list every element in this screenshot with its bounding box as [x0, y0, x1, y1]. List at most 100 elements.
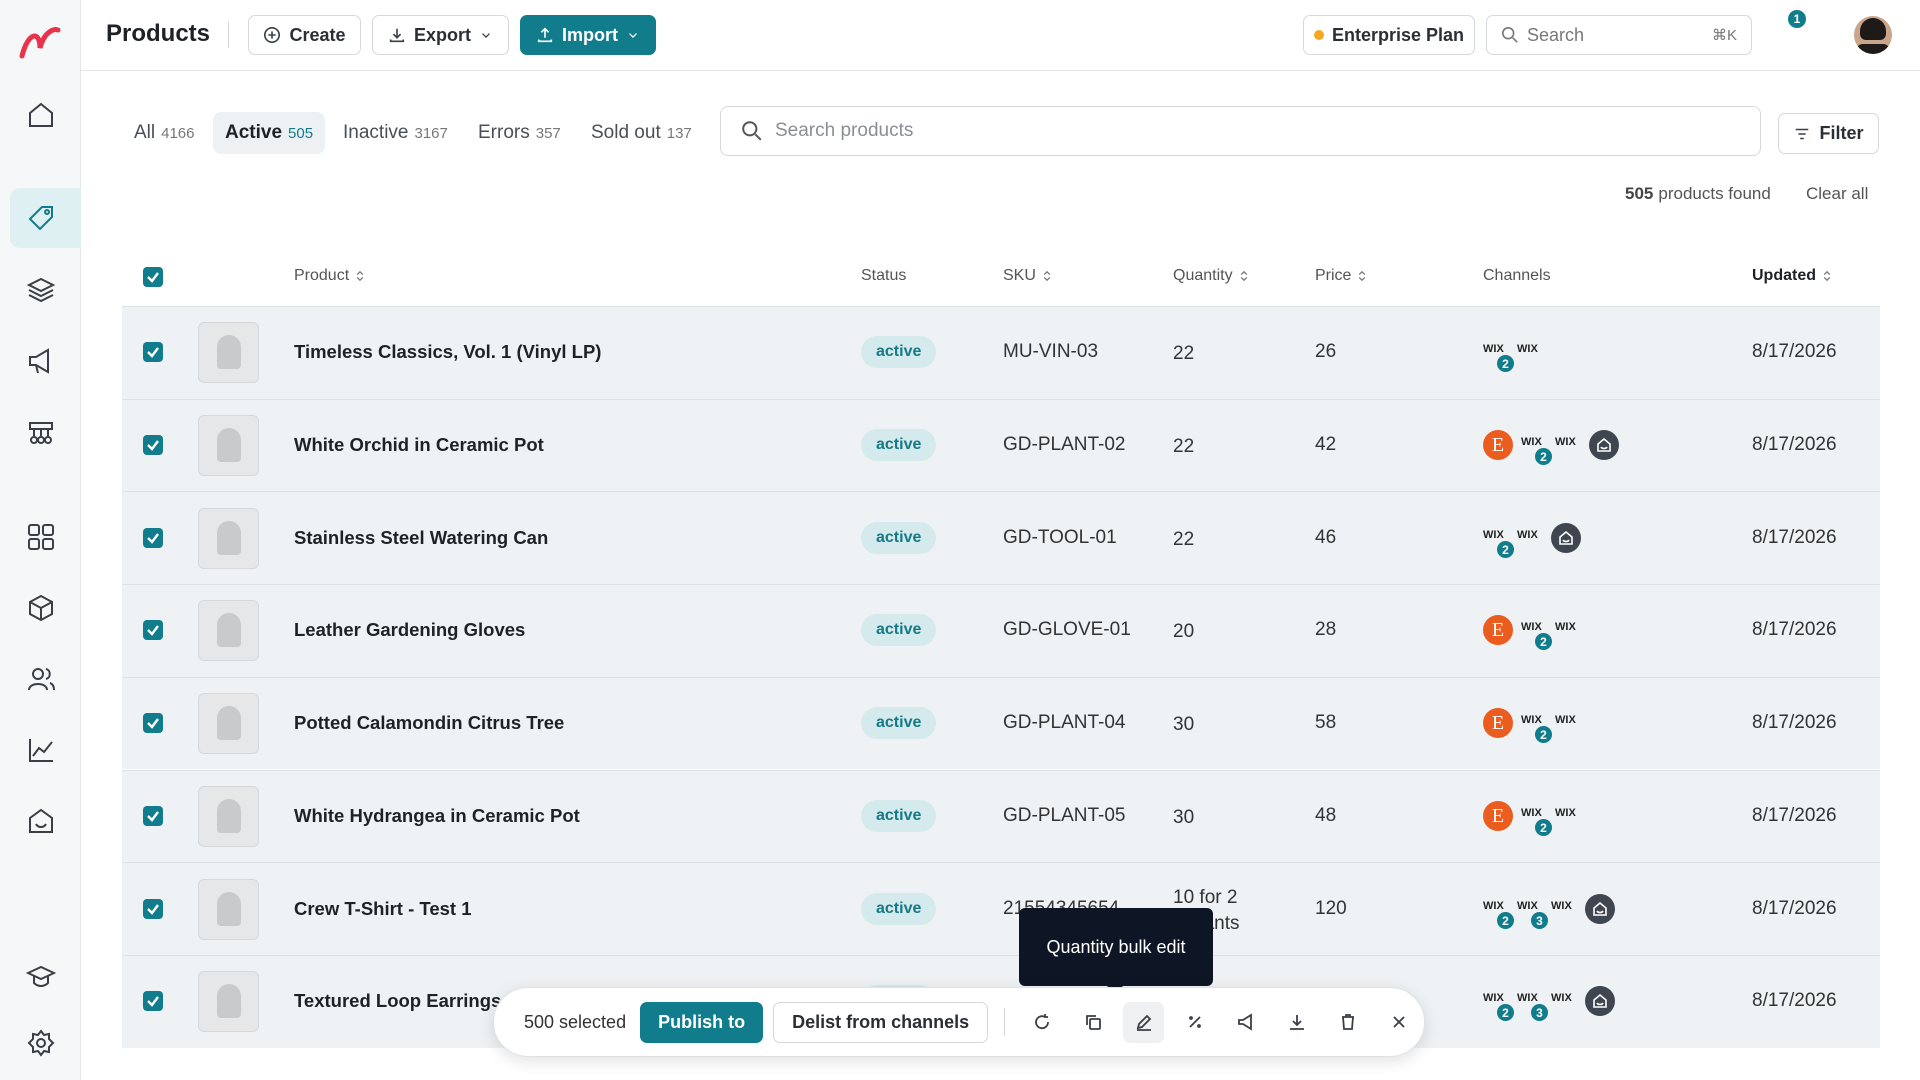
image-shape: [217, 891, 241, 926]
product-search[interactable]: Search products: [720, 106, 1761, 156]
wix-logo: WIX: [1555, 714, 1576, 727]
tab[interactable]: Sold out 137: [579, 112, 704, 154]
percent-button[interactable]: [1174, 1002, 1215, 1043]
column-header[interactable]: Updated: [1752, 267, 1834, 285]
cell-quantity: 22: [1173, 343, 1195, 365]
column-header[interactable]: Channels: [1483, 267, 1551, 285]
close-button[interactable]: [1378, 1002, 1419, 1043]
row-checkbox[interactable]: [143, 805, 163, 826]
apps-icon[interactable]: [26, 522, 56, 552]
column-header[interactable]: SKU: [1003, 267, 1054, 285]
import-button[interactable]: Import: [520, 15, 656, 55]
row-checkbox[interactable]: [143, 342, 163, 363]
home-icon[interactable]: [26, 100, 56, 130]
customers-icon[interactable]: [26, 664, 56, 694]
content: Products Create Export Import Enterprise Pla…: [0, 0, 1920, 1057]
column-label: Updated: [1752, 267, 1816, 284]
wix-logo: WIX: [1483, 992, 1504, 1005]
tab-count: 137: [666, 124, 692, 142]
global-search[interactable]: Search ⌘K: [1486, 15, 1752, 55]
row-checkbox[interactable]: [143, 898, 163, 919]
etsy-logo: E: [1483, 615, 1513, 646]
edit-button[interactable]: [1123, 1001, 1165, 1043]
refresh-button[interactable]: [1021, 1002, 1062, 1043]
store-logo: [1589, 430, 1619, 461]
tab[interactable]: Errors 357: [466, 112, 573, 154]
image-shape: [217, 706, 241, 741]
wix-logo: WIX: [1517, 992, 1538, 1005]
wix-logo: WIX: [1521, 806, 1542, 819]
product-image: [198, 600, 259, 662]
column-label: Product: [294, 267, 350, 284]
column-header[interactable]: Price: [1315, 267, 1369, 285]
layers-icon[interactable]: [26, 275, 56, 305]
delist-button[interactable]: Delist from channels: [773, 1001, 989, 1043]
plan-badge[interactable]: Enterprise Plan: [1303, 15, 1475, 55]
cell-sku: GD-GLOVE-01: [1003, 619, 1131, 641]
column-header[interactable]: Product: [294, 267, 367, 285]
marketing-icon[interactable]: [26, 346, 56, 376]
product-image: [198, 322, 259, 384]
create-button-icon: [263, 26, 281, 44]
sort-icon: [1040, 269, 1054, 283]
row: [122, 676, 1880, 770]
products-icon[interactable]: [26, 203, 56, 233]
settings-icon[interactable]: [26, 1028, 56, 1058]
status-pill: active: [861, 614, 937, 647]
cell-updated: 8/17/2026: [1752, 712, 1837, 734]
row-checkbox[interactable]: [143, 991, 163, 1012]
tab[interactable]: Inactive 3167: [331, 112, 460, 154]
search-icon: [741, 120, 763, 142]
status-pill: active: [861, 429, 937, 462]
export-button-label: Export: [413, 24, 471, 45]
delete-button[interactable]: [1327, 1002, 1368, 1043]
create-button[interactable]: Create: [248, 15, 361, 55]
tab[interactable]: Active 505: [213, 112, 326, 154]
duplicate-button[interactable]: [1072, 1002, 1113, 1043]
wix-logo: WIX: [1517, 343, 1538, 356]
tab-count: 4166: [161, 124, 195, 142]
select-all-checkbox[interactable]: [143, 267, 163, 287]
clear-all[interactable]: Clear all: [1806, 184, 1869, 203]
active-nav[interactable]: [10, 188, 81, 248]
row-checkbox[interactable]: [143, 620, 163, 641]
channel-count: 3: [1530, 1003, 1549, 1023]
image-shape: [217, 335, 241, 370]
filter-icon: [1793, 125, 1811, 143]
cell-sku: GD-PLANT-02: [1003, 434, 1126, 456]
avatar[interactable]: [1854, 16, 1892, 54]
channels-icon[interactable]: [26, 418, 56, 448]
image-shape: [217, 520, 241, 555]
learn-icon[interactable]: [26, 962, 56, 992]
analytics-icon[interactable]: [26, 735, 56, 765]
store-icon[interactable]: [26, 806, 56, 836]
bulk-bar: 500 selected Publish to Delist from channe…: [493, 987, 1425, 1057]
wix-logo: WIX: [1551, 992, 1572, 1005]
wix-logo: WIX: [1521, 714, 1542, 727]
column-label: Price: [1315, 267, 1352, 284]
cell-sku: GD-TOOL-01: [1003, 526, 1117, 548]
row-checkbox[interactable]: [143, 527, 163, 548]
download-button[interactable]: [1276, 1002, 1317, 1043]
export-button[interactable]: Export: [372, 15, 509, 55]
inventory-icon[interactable]: [26, 593, 56, 623]
column-header[interactable]: Status: [861, 267, 906, 285]
row: [122, 769, 1880, 863]
wix-logo: WIX: [1555, 806, 1576, 819]
column-header[interactable]: Quantity: [1173, 267, 1251, 285]
search-placeholder: Search products: [775, 120, 914, 141]
divider: [81, 70, 1920, 71]
marketing-button[interactable]: [1225, 1002, 1266, 1043]
publish-button[interactable]: Publish to: [640, 1001, 764, 1043]
etsy-logo: E: [1483, 430, 1513, 461]
cell-price: 28: [1315, 619, 1337, 641]
tab[interactable]: All 4166: [122, 112, 207, 154]
filter-button[interactable]: Filter: [1778, 113, 1879, 154]
wix-logo: WIX: [1521, 621, 1542, 634]
product-image: [198, 785, 259, 847]
row-checkbox[interactable]: [143, 435, 163, 456]
row-checkbox[interactable]: [143, 713, 163, 734]
cell-price: 48: [1315, 804, 1337, 826]
avatar-body: [1856, 44, 1890, 54]
cell-product: Timeless Classics, Vol. 1 (Vinyl LP): [294, 341, 602, 363]
